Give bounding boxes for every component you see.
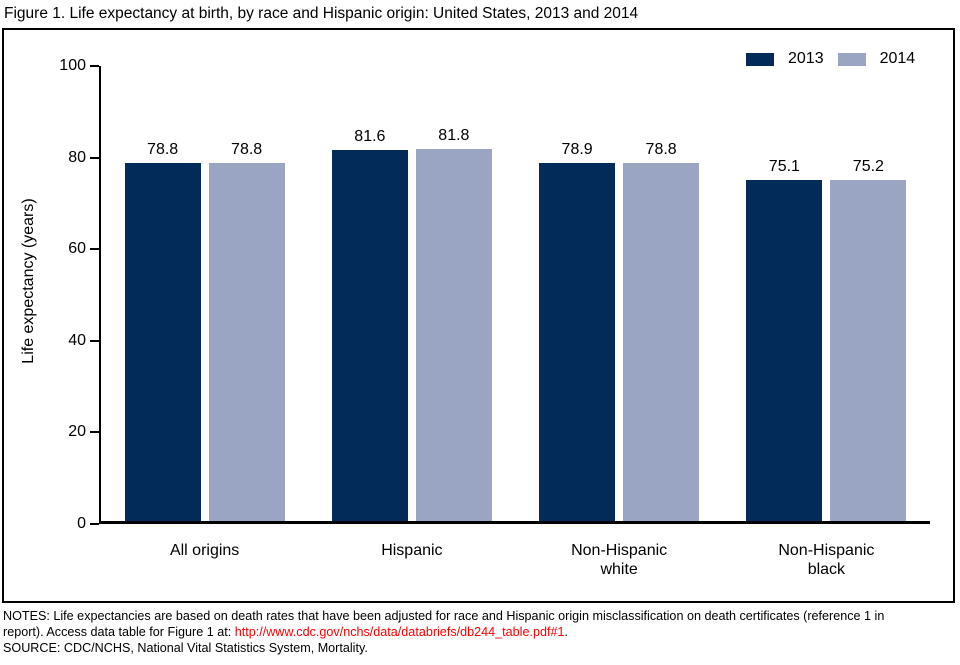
notes-line-2-text: report). Access data table for Figure 1 …	[3, 624, 235, 639]
bar-value-label: 78.8	[147, 141, 179, 159]
y-tick-label: 20	[68, 423, 86, 441]
y-axis-line	[99, 66, 101, 524]
y-tick-label: 40	[68, 331, 86, 349]
data-table-link[interactable]: http://www.cdc.gov/nchs/data/databriefs/…	[234, 624, 565, 639]
bar-value-label: 78.9	[561, 140, 593, 158]
bar-2013-3	[539, 162, 616, 521]
notes-line-2: report). Access data table for Figure 1 …	[3, 625, 884, 641]
notes-line-2-period: .	[564, 624, 568, 639]
x-category-label: All origins	[169, 542, 240, 559]
bar-2014-4	[830, 179, 907, 521]
x-category-label: Hispanic	[381, 542, 443, 559]
source-line: SOURCE: CDC/NCHS, National Vital Statist…	[3, 640, 368, 655]
legend-label-2013: 2013	[788, 50, 824, 67]
bar-2013-2	[331, 150, 408, 521]
x-category-label: Non-Hispanic white	[571, 542, 668, 578]
y-tick-label: 80	[68, 148, 86, 166]
bar-value-label: 78.8	[231, 141, 263, 159]
bar-value-label: 75.2	[852, 157, 884, 175]
figure-title: Figure 1. Life expectancy at birth, by r…	[4, 5, 639, 22]
y-tick-mark	[90, 248, 99, 251]
bar-2014-2	[415, 149, 492, 521]
y-tick-mark	[90, 523, 99, 525]
legend-label-2014: 2014	[879, 50, 916, 67]
bar-2013-1	[124, 163, 201, 521]
bar-value-label: 81.8	[438, 127, 470, 145]
legend-swatch-2014	[837, 52, 866, 66]
footnotes: NOTES: Life expectancies are based on de…	[3, 609, 884, 656]
bar-value-label: 78.8	[645, 141, 677, 159]
bar-2014-1	[208, 163, 285, 521]
y-tick-label: 0	[77, 515, 86, 532]
legend-swatch-2013	[746, 52, 774, 66]
y-tick-mark	[90, 65, 99, 67]
x-axis-line	[99, 521, 930, 524]
y-tick-mark	[90, 431, 99, 434]
x-category-label: Non-Hispanic black	[778, 542, 875, 578]
notes-line-1: NOTES: Life expectancies are based on de…	[3, 609, 885, 623]
chart-legend: 2013 2014	[746, 50, 915, 68]
y-tick-label: 60	[68, 240, 86, 258]
bar-2014-3	[623, 163, 700, 521]
y-tick-mark	[90, 339, 99, 342]
bar-value-label: 81.6	[354, 128, 386, 146]
y-tick-mark	[90, 156, 99, 159]
y-tick-label: 100	[59, 57, 86, 74]
bar-2013-4	[746, 180, 823, 521]
bar-value-label: 75.1	[768, 158, 800, 176]
